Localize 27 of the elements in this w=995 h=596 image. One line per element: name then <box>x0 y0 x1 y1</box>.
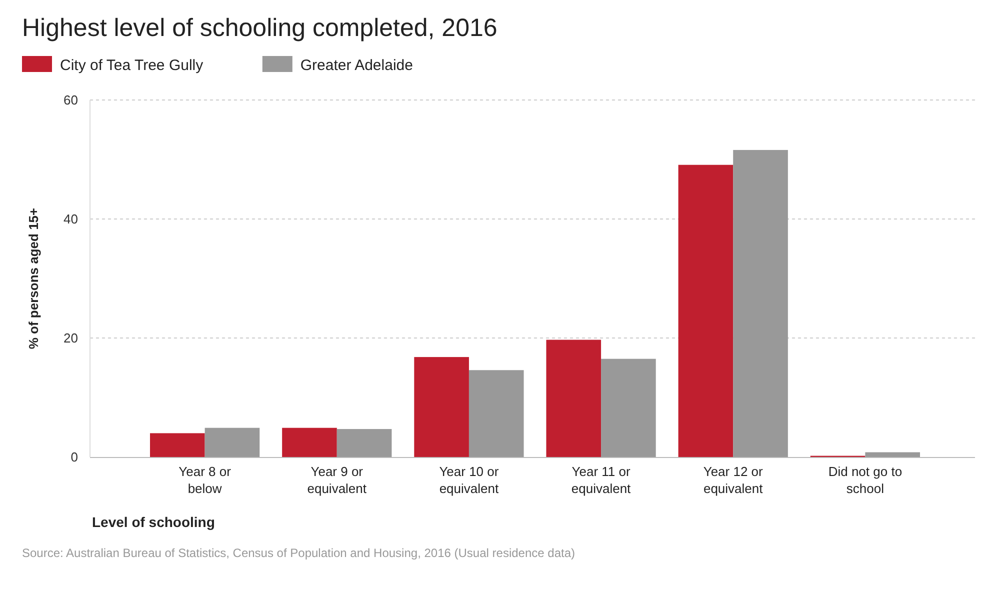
bar <box>678 164 734 457</box>
bar <box>282 428 337 457</box>
source-note: Source: Australian Bureau of Statistics, Census of Population and Housing, 2016 (Usual residence data) <box>22 546 575 560</box>
legend-label: Greater Adelaide <box>300 57 413 74</box>
bar <box>336 429 392 457</box>
bar <box>601 358 656 457</box>
y-tick-label: 60 <box>64 92 78 108</box>
bar <box>468 370 524 457</box>
bar <box>865 452 920 457</box>
x-tick-label: Year 8 or below <box>178 464 232 496</box>
y-tick-label: 40 <box>64 212 78 227</box>
y-tick-label: 0 <box>70 450 78 465</box>
y-tick-label: 20 <box>64 330 78 346</box>
bar <box>546 340 602 457</box>
bar <box>204 428 260 457</box>
x-tick-label: Year 10 or equivalent <box>439 464 500 496</box>
x-axis-title: Level of schooling <box>92 514 215 530</box>
x-tick-label: Year 9 or equivalent <box>307 464 367 496</box>
legend-label: City of Tea Tree Gully <box>60 57 204 74</box>
x-tick-label: Year 11 or equivalent <box>571 464 632 496</box>
y-axis-title: % of persons aged 15+ <box>26 207 41 350</box>
x-tick-label: Did not go to school <box>828 464 902 496</box>
chart-title: Highest level of schooling completed, 2016 <box>22 14 498 42</box>
bar <box>733 150 788 457</box>
bar <box>414 357 469 457</box>
bar <box>150 433 205 457</box>
x-tick-label: Year 12 or equivalent <box>703 464 764 496</box>
